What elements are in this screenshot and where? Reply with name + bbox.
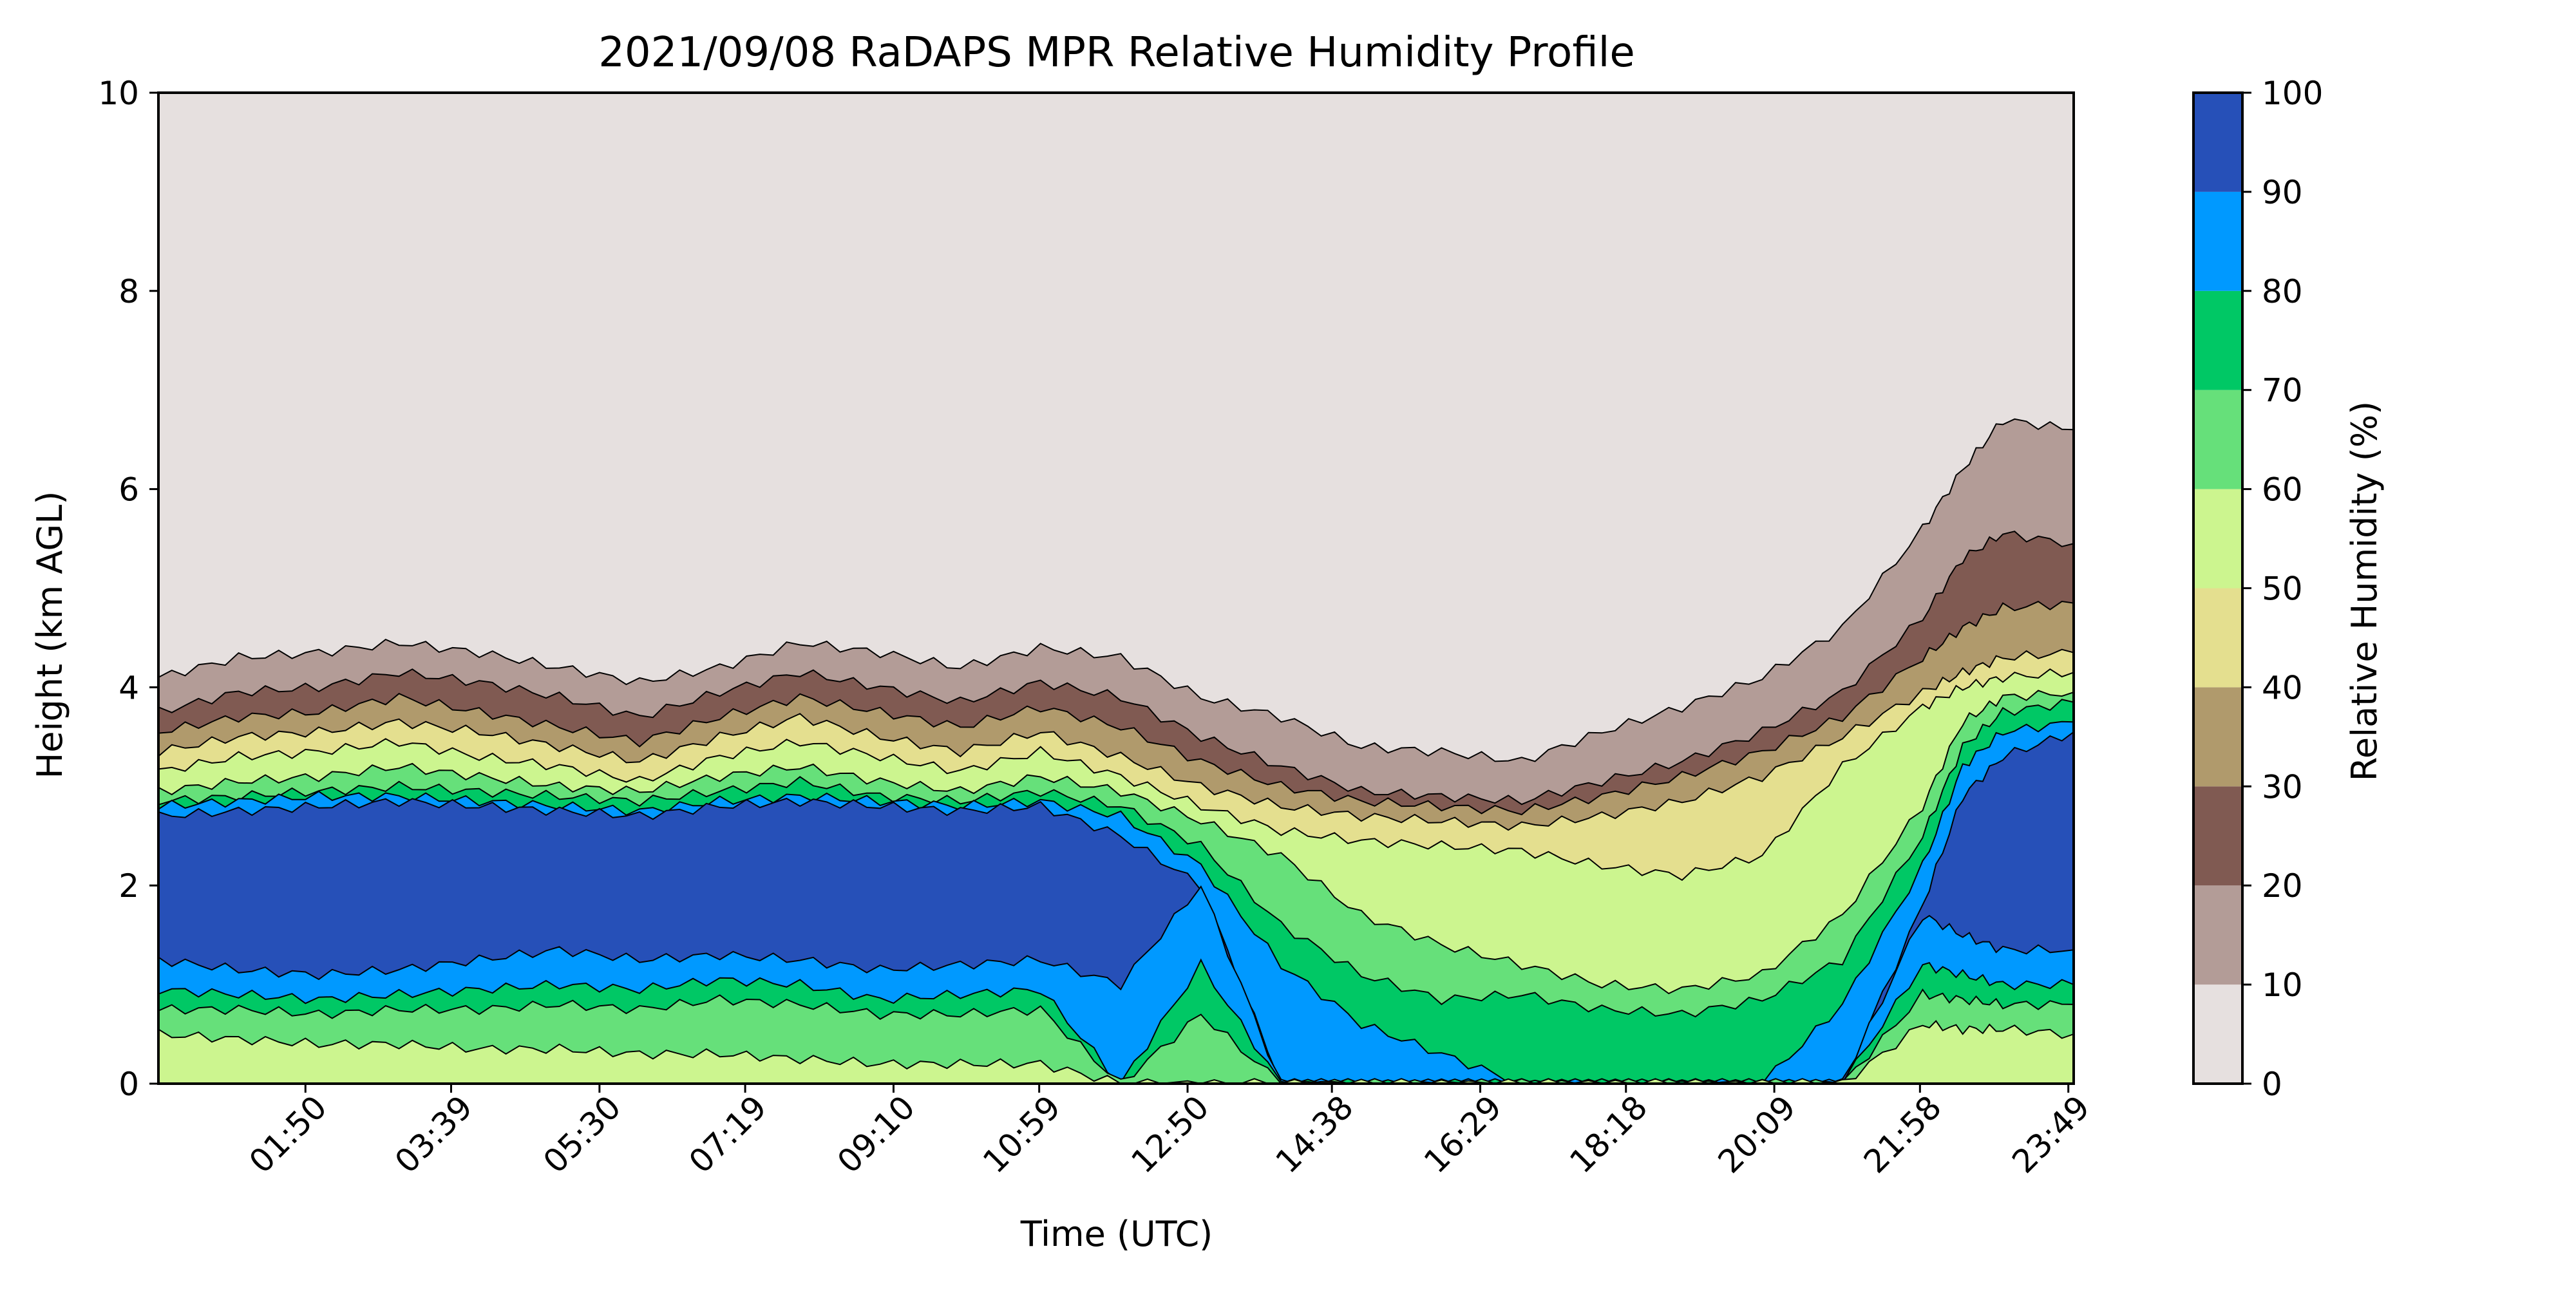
x-tick-label: 07:19 <box>682 1088 774 1180</box>
colorbar-tick-label: 60 <box>2262 471 2303 509</box>
colorbar-swatch <box>2193 191 2242 291</box>
x-tick-label: 12:50 <box>1124 1088 1217 1180</box>
x-tick-label: 16:29 <box>1417 1088 1509 1180</box>
colorbar-swatch <box>2193 93 2242 192</box>
colorbar-tick-label: 100 <box>2262 75 2323 112</box>
plot-frame <box>157 91 2075 1085</box>
y-tick-label: 0 <box>118 1066 139 1103</box>
x-tick-label: 10:59 <box>976 1088 1068 1180</box>
colorbar-tick-label: 70 <box>2262 372 2303 410</box>
colorbar-swatch <box>2193 985 2242 1084</box>
y-axis: 0 2 4 6 8 10 <box>98 75 158 1103</box>
y-tick-label: 2 <box>118 867 139 905</box>
x-tick-label: 23:49 <box>2005 1088 2097 1180</box>
colorbar-label: Relative Humidity (%) <box>2344 401 2385 781</box>
colorbar-swatch <box>2193 489 2242 589</box>
colorbar-swatch <box>2193 885 2242 985</box>
colorbar-swatch <box>2193 687 2242 787</box>
y-tick-label: 6 <box>118 471 139 509</box>
y-tick-label: 4 <box>118 669 139 706</box>
colorbar-swatch <box>2193 290 2242 390</box>
colorbar-tick-label: 0 <box>2262 1066 2282 1103</box>
x-axis-label: Time (UTC) <box>1020 1214 1213 1254</box>
colorbar-tick-label: 80 <box>2262 273 2303 310</box>
colorbar-swatch <box>2193 786 2242 886</box>
colorbar-swatch <box>2193 588 2242 688</box>
colorbar-tick-label: 10 <box>2262 966 2303 1004</box>
x-tick-label: 18:18 <box>1562 1088 1654 1180</box>
colorbar-tick-label: 50 <box>2262 570 2303 608</box>
colorbar-tick-label: 30 <box>2262 768 2303 806</box>
x-axis: 01:50 03:39 05:30 07:19 09:10 10:59 12:50 14:38… <box>242 1084 2097 1180</box>
chart-title: 2021/09/08 RaDAPS MPR Relative Humidity … <box>598 29 1635 77</box>
x-tick-label: 01:50 <box>242 1088 334 1180</box>
contour-fill-layers <box>158 93 2074 1084</box>
y-tick-label: 8 <box>118 273 139 310</box>
x-tick-label: 20:09 <box>1711 1088 1803 1180</box>
x-tick-label: 09:10 <box>830 1088 922 1180</box>
x-tick-label: 05:30 <box>536 1088 628 1180</box>
colorbar-swatch <box>2193 390 2242 489</box>
colorbar-tick-label: 20 <box>2262 867 2303 905</box>
colorbar-tick-label: 90 <box>2262 174 2303 211</box>
colorbar-tick-label: 40 <box>2262 669 2303 706</box>
x-tick-label: 03:39 <box>388 1088 480 1180</box>
colorbar: 0 10 20 30 40 50 60 70 80 90 100 <box>2192 75 2323 1103</box>
x-tick-label: 21:58 <box>1857 1088 1949 1180</box>
y-tick-label: 10 <box>98 75 139 112</box>
y-axis-label: Height (km AGL) <box>30 491 70 779</box>
x-tick-label: 14:38 <box>1269 1088 1361 1180</box>
contour-band-lower-rh60_lower <box>158 1020 2074 1084</box>
